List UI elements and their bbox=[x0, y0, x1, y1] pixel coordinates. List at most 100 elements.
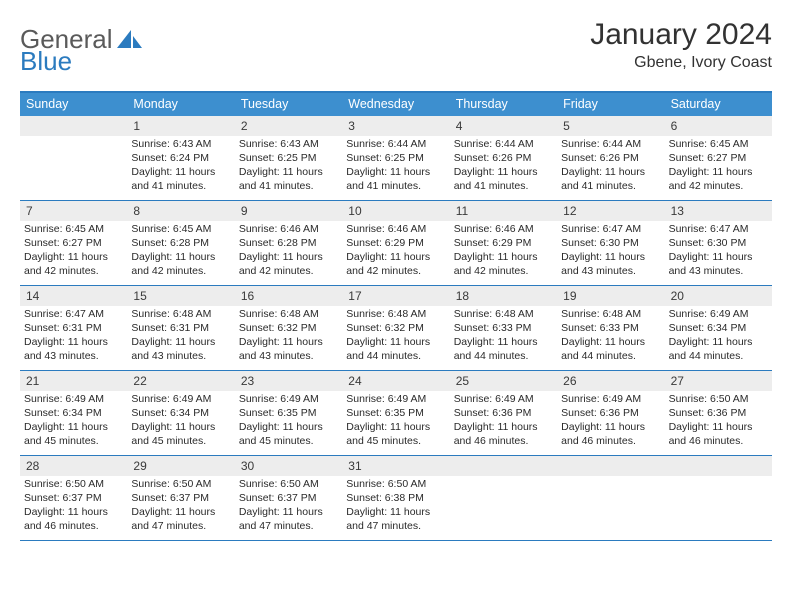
day-info: Sunrise: 6:48 AMSunset: 6:32 PMDaylight:… bbox=[342, 306, 449, 363]
day-cell: 3Sunrise: 6:44 AMSunset: 6:25 PMDaylight… bbox=[342, 116, 449, 200]
day-header-cell: Sunday bbox=[20, 93, 127, 116]
day-number: 17 bbox=[342, 286, 449, 306]
day-cell: 28Sunrise: 6:50 AMSunset: 6:37 PMDayligh… bbox=[20, 456, 127, 540]
day-cell: 19Sunrise: 6:48 AMSunset: 6:33 PMDayligh… bbox=[557, 286, 664, 370]
day-number: 12 bbox=[557, 201, 664, 221]
day-cell: 17Sunrise: 6:48 AMSunset: 6:32 PMDayligh… bbox=[342, 286, 449, 370]
day-header-cell: Monday bbox=[127, 93, 234, 116]
day-cell: 27Sunrise: 6:50 AMSunset: 6:36 PMDayligh… bbox=[665, 371, 772, 455]
day-cell bbox=[450, 456, 557, 540]
day-cell: 8Sunrise: 6:45 AMSunset: 6:28 PMDaylight… bbox=[127, 201, 234, 285]
day-cell: 12Sunrise: 6:47 AMSunset: 6:30 PMDayligh… bbox=[557, 201, 664, 285]
day-cell: 23Sunrise: 6:49 AMSunset: 6:35 PMDayligh… bbox=[235, 371, 342, 455]
day-number: 1 bbox=[127, 116, 234, 136]
day-number: 22 bbox=[127, 371, 234, 391]
day-number: 7 bbox=[20, 201, 127, 221]
day-number: 31 bbox=[342, 456, 449, 476]
day-header-cell: Thursday bbox=[450, 93, 557, 116]
day-number bbox=[665, 456, 772, 476]
day-number bbox=[450, 456, 557, 476]
day-info: Sunrise: 6:44 AMSunset: 6:26 PMDaylight:… bbox=[450, 136, 557, 193]
day-number: 6 bbox=[665, 116, 772, 136]
day-cell bbox=[665, 456, 772, 540]
day-number: 24 bbox=[342, 371, 449, 391]
day-cell: 21Sunrise: 6:49 AMSunset: 6:34 PMDayligh… bbox=[20, 371, 127, 455]
day-info: Sunrise: 6:49 AMSunset: 6:36 PMDaylight:… bbox=[450, 391, 557, 448]
day-cell: 30Sunrise: 6:50 AMSunset: 6:37 PMDayligh… bbox=[235, 456, 342, 540]
day-header-cell: Friday bbox=[557, 93, 664, 116]
day-number: 21 bbox=[20, 371, 127, 391]
day-info: Sunrise: 6:49 AMSunset: 6:34 PMDaylight:… bbox=[665, 306, 772, 363]
day-info: Sunrise: 6:49 AMSunset: 6:34 PMDaylight:… bbox=[127, 391, 234, 448]
day-cell: 4Sunrise: 6:44 AMSunset: 6:26 PMDaylight… bbox=[450, 116, 557, 200]
day-number bbox=[557, 456, 664, 476]
day-info: Sunrise: 6:46 AMSunset: 6:29 PMDaylight:… bbox=[450, 221, 557, 278]
day-cell: 7Sunrise: 6:45 AMSunset: 6:27 PMDaylight… bbox=[20, 201, 127, 285]
day-cell bbox=[557, 456, 664, 540]
day-cell: 10Sunrise: 6:46 AMSunset: 6:29 PMDayligh… bbox=[342, 201, 449, 285]
day-info: Sunrise: 6:50 AMSunset: 6:37 PMDaylight:… bbox=[20, 476, 127, 533]
day-number: 25 bbox=[450, 371, 557, 391]
day-info: Sunrise: 6:47 AMSunset: 6:30 PMDaylight:… bbox=[557, 221, 664, 278]
day-cell bbox=[20, 116, 127, 200]
day-cell: 14Sunrise: 6:47 AMSunset: 6:31 PMDayligh… bbox=[20, 286, 127, 370]
day-info: Sunrise: 6:48 AMSunset: 6:33 PMDaylight:… bbox=[557, 306, 664, 363]
day-cell: 11Sunrise: 6:46 AMSunset: 6:29 PMDayligh… bbox=[450, 201, 557, 285]
week-row: 7Sunrise: 6:45 AMSunset: 6:27 PMDaylight… bbox=[20, 201, 772, 286]
day-number: 28 bbox=[20, 456, 127, 476]
day-cell: 5Sunrise: 6:44 AMSunset: 6:26 PMDaylight… bbox=[557, 116, 664, 200]
day-cell: 20Sunrise: 6:49 AMSunset: 6:34 PMDayligh… bbox=[665, 286, 772, 370]
day-info: Sunrise: 6:43 AMSunset: 6:24 PMDaylight:… bbox=[127, 136, 234, 193]
day-number: 3 bbox=[342, 116, 449, 136]
day-number: 16 bbox=[235, 286, 342, 306]
day-info: Sunrise: 6:44 AMSunset: 6:26 PMDaylight:… bbox=[557, 136, 664, 193]
day-cell: 31Sunrise: 6:50 AMSunset: 6:38 PMDayligh… bbox=[342, 456, 449, 540]
day-number: 9 bbox=[235, 201, 342, 221]
day-number: 2 bbox=[235, 116, 342, 136]
title-block: January 2024 Gbene, Ivory Coast bbox=[590, 18, 772, 72]
day-number: 13 bbox=[665, 201, 772, 221]
day-cell: 13Sunrise: 6:47 AMSunset: 6:30 PMDayligh… bbox=[665, 201, 772, 285]
day-info: Sunrise: 6:45 AMSunset: 6:28 PMDaylight:… bbox=[127, 221, 234, 278]
day-info: Sunrise: 6:46 AMSunset: 6:29 PMDaylight:… bbox=[342, 221, 449, 278]
day-number: 20 bbox=[665, 286, 772, 306]
day-info: Sunrise: 6:49 AMSunset: 6:34 PMDaylight:… bbox=[20, 391, 127, 448]
day-header-cell: Tuesday bbox=[235, 93, 342, 116]
day-number: 30 bbox=[235, 456, 342, 476]
day-info: Sunrise: 6:45 AMSunset: 6:27 PMDaylight:… bbox=[665, 136, 772, 193]
month-title: January 2024 bbox=[590, 18, 772, 52]
week-row: 1Sunrise: 6:43 AMSunset: 6:24 PMDaylight… bbox=[20, 116, 772, 201]
day-cell: 26Sunrise: 6:49 AMSunset: 6:36 PMDayligh… bbox=[557, 371, 664, 455]
day-number: 26 bbox=[557, 371, 664, 391]
day-cell: 1Sunrise: 6:43 AMSunset: 6:24 PMDaylight… bbox=[127, 116, 234, 200]
day-header-row: SundayMondayTuesdayWednesdayThursdayFrid… bbox=[20, 93, 772, 116]
location: Gbene, Ivory Coast bbox=[590, 54, 772, 72]
day-number: 5 bbox=[557, 116, 664, 136]
day-info: Sunrise: 6:44 AMSunset: 6:25 PMDaylight:… bbox=[342, 136, 449, 193]
day-info: Sunrise: 6:50 AMSunset: 6:38 PMDaylight:… bbox=[342, 476, 449, 533]
day-info: Sunrise: 6:49 AMSunset: 6:36 PMDaylight:… bbox=[557, 391, 664, 448]
day-number: 4 bbox=[450, 116, 557, 136]
day-number: 15 bbox=[127, 286, 234, 306]
week-row: 14Sunrise: 6:47 AMSunset: 6:31 PMDayligh… bbox=[20, 286, 772, 371]
day-info: Sunrise: 6:45 AMSunset: 6:27 PMDaylight:… bbox=[20, 221, 127, 278]
day-cell: 25Sunrise: 6:49 AMSunset: 6:36 PMDayligh… bbox=[450, 371, 557, 455]
calendar: SundayMondayTuesdayWednesdayThursdayFrid… bbox=[20, 91, 772, 541]
day-info: Sunrise: 6:50 AMSunset: 6:37 PMDaylight:… bbox=[235, 476, 342, 533]
day-cell: 24Sunrise: 6:49 AMSunset: 6:35 PMDayligh… bbox=[342, 371, 449, 455]
day-cell: 9Sunrise: 6:46 AMSunset: 6:28 PMDaylight… bbox=[235, 201, 342, 285]
day-info: Sunrise: 6:49 AMSunset: 6:35 PMDaylight:… bbox=[342, 391, 449, 448]
day-number: 14 bbox=[20, 286, 127, 306]
day-number: 8 bbox=[127, 201, 234, 221]
day-cell: 6Sunrise: 6:45 AMSunset: 6:27 PMDaylight… bbox=[665, 116, 772, 200]
day-cell: 22Sunrise: 6:49 AMSunset: 6:34 PMDayligh… bbox=[127, 371, 234, 455]
day-number: 18 bbox=[450, 286, 557, 306]
day-number: 10 bbox=[342, 201, 449, 221]
day-cell: 29Sunrise: 6:50 AMSunset: 6:37 PMDayligh… bbox=[127, 456, 234, 540]
day-info: Sunrise: 6:50 AMSunset: 6:37 PMDaylight:… bbox=[127, 476, 234, 533]
day-header-cell: Wednesday bbox=[342, 93, 449, 116]
day-info: Sunrise: 6:48 AMSunset: 6:32 PMDaylight:… bbox=[235, 306, 342, 363]
day-cell: 15Sunrise: 6:48 AMSunset: 6:31 PMDayligh… bbox=[127, 286, 234, 370]
day-header-cell: Saturday bbox=[665, 93, 772, 116]
logo-word2: Blue bbox=[20, 46, 72, 77]
